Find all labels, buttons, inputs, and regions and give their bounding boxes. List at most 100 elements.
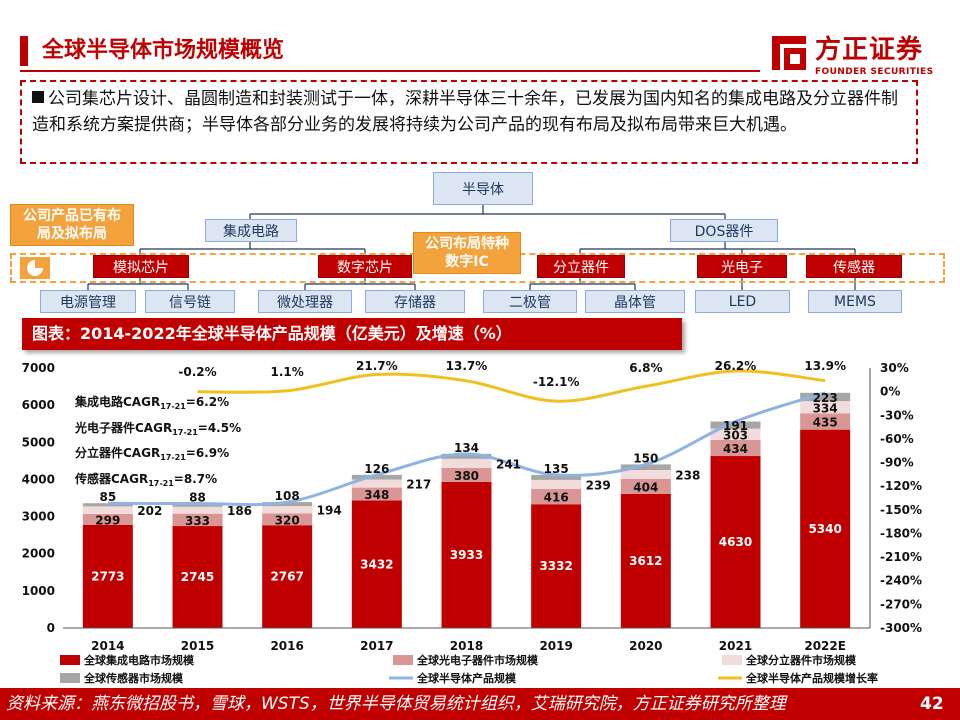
x-tick-label: 2016: [270, 639, 303, 653]
data-label: 2773: [91, 570, 124, 584]
bar-segment: [441, 458, 492, 468]
bar-segment: [351, 487, 402, 501]
data-label: 85: [99, 490, 116, 504]
y-tick-label: 3000: [22, 510, 55, 524]
data-label: 5340: [808, 522, 841, 536]
node-led: LED: [695, 290, 790, 313]
data-label: 333: [185, 514, 210, 528]
x-tick-label: 2020: [629, 639, 662, 653]
data-label: 186: [227, 504, 252, 518]
legend-label: 全球集成电路市场规模: [83, 653, 195, 667]
total-scale-line: [107, 391, 826, 507]
node-sensors: 传感器: [806, 255, 902, 278]
data-label: 241: [496, 457, 521, 471]
growth-rate-line: [197, 369, 826, 403]
node-diode: 二极管: [483, 290, 577, 313]
logo-text-en: FOUNDER SECURITIES: [815, 67, 934, 77]
data-label: 416: [544, 491, 569, 505]
legend-label: 全球半导体产品规模增长率: [745, 671, 878, 685]
y2-tick-label: -90%: [880, 456, 914, 470]
bar-segment: [620, 493, 671, 628]
bar-segment: [441, 481, 492, 628]
summary-body: 公司集芯片设计、晶圆制造和封装测试于一体，深耕半导体三十余年，已发展为国内知名的…: [32, 89, 898, 135]
data-label: 334: [813, 401, 838, 415]
data-label: 303: [723, 428, 748, 442]
data-label: 239: [586, 478, 611, 492]
footer-bar: [0, 688, 960, 720]
x-tick-label: 2021: [719, 639, 752, 653]
bar-segment: [262, 506, 313, 514]
data-label: 223: [813, 391, 838, 405]
node-dos-devices: DOS器件: [670, 219, 778, 242]
pie-chart-icon: [20, 257, 50, 279]
node-memory: 存储器: [365, 290, 465, 313]
chart-caption: 图表：2014-2022年全球半导体产品规模（亿美元）及增速（%）: [22, 318, 682, 350]
y2-tick-label: -240%: [880, 574, 922, 588]
bar-segment: [262, 502, 313, 507]
bar-segment: [800, 413, 851, 430]
bar-segment: [800, 392, 851, 402]
node-mems: MEMS: [808, 290, 902, 313]
y-tick-label: 2000: [22, 547, 55, 561]
growth-label: -12.1%: [533, 375, 580, 389]
growth-label: 26.2%: [715, 359, 757, 373]
bar-segment: [531, 504, 582, 628]
growth-label: -0.2%: [178, 365, 216, 379]
bar-segment: [351, 479, 402, 488]
node-integrated-circuit: 集成电路: [205, 219, 297, 242]
legend-swatch: [722, 655, 742, 665]
data-label: 2767: [270, 570, 303, 584]
data-label: 202: [137, 504, 162, 518]
bar-segment: [172, 503, 223, 507]
x-tick-label: 2019: [539, 639, 572, 653]
x-tick-label: 2014: [91, 639, 124, 653]
x-tick-label: 2015: [181, 639, 214, 653]
bar-segment: [620, 464, 671, 470]
bar-segment: [82, 503, 133, 507]
legend-swatch: [60, 673, 80, 683]
y2-tick-label: -60%: [880, 432, 914, 446]
y-tick-label: 1000: [22, 584, 55, 598]
bar-segment: [800, 401, 851, 414]
data-label: 3432: [360, 557, 393, 571]
data-label: 88: [189, 490, 206, 504]
bar-segment: [531, 474, 582, 480]
data-label: 150: [633, 451, 658, 465]
semiconductor-market-chart: 2773 299 202 85 2745 333 186 88 2767 320 194 108 343…: [22, 359, 922, 685]
page-title: 全球半导体市场规模概览: [42, 38, 285, 63]
data-label: 3933: [450, 548, 483, 562]
data-label: 348: [364, 488, 389, 502]
bar-segment: [172, 513, 223, 527]
data-label: 108: [275, 489, 300, 503]
legend-label: 全球半导体产品规模: [416, 671, 517, 685]
bar-segment: [262, 525, 313, 628]
growth-label: 1.1%: [271, 365, 304, 379]
bar-segment: [531, 488, 582, 505]
bar-segment: [172, 506, 223, 514]
y2-tick-label: -30%: [880, 408, 914, 422]
data-label: 126: [364, 462, 389, 476]
bar-segment: [710, 421, 761, 429]
data-label: 135: [544, 462, 569, 476]
y2-tick-label: -300%: [880, 621, 922, 635]
data-label: 434: [723, 442, 748, 456]
y-tick-label: 4000: [22, 472, 55, 486]
node-discrete-devices: 分立器件: [537, 255, 625, 278]
cagr-note: 光电子器件CAGR17-21=4.5%: [74, 420, 241, 437]
data-label: 191: [723, 419, 748, 433]
legend-swatch: [393, 655, 413, 665]
data-label: 320: [275, 513, 300, 527]
bar-segment: [262, 513, 313, 526]
y2-tick-label: 0%: [880, 385, 900, 399]
cagr-note: 传感器CAGR17-21=8.7%: [74, 471, 217, 488]
bullet-square-icon: [32, 91, 44, 103]
x-tick-label: 2017: [360, 639, 393, 653]
node-digital-chip: 数字芯片: [318, 255, 412, 278]
x-tick-label: 2022E: [804, 639, 846, 653]
node-signal-chain: 信号链: [145, 290, 235, 313]
summary-text: 公司集芯片设计、晶圆制造和封装测试于一体，深耕半导体三十余年，已发展为国内知名的…: [32, 86, 907, 138]
growth-label: 13.9%: [804, 359, 846, 373]
tag-company-layout: 公司布局特种数字IC: [413, 232, 521, 274]
y-tick-label: 0: [47, 621, 55, 635]
data-label: 217: [406, 478, 431, 492]
